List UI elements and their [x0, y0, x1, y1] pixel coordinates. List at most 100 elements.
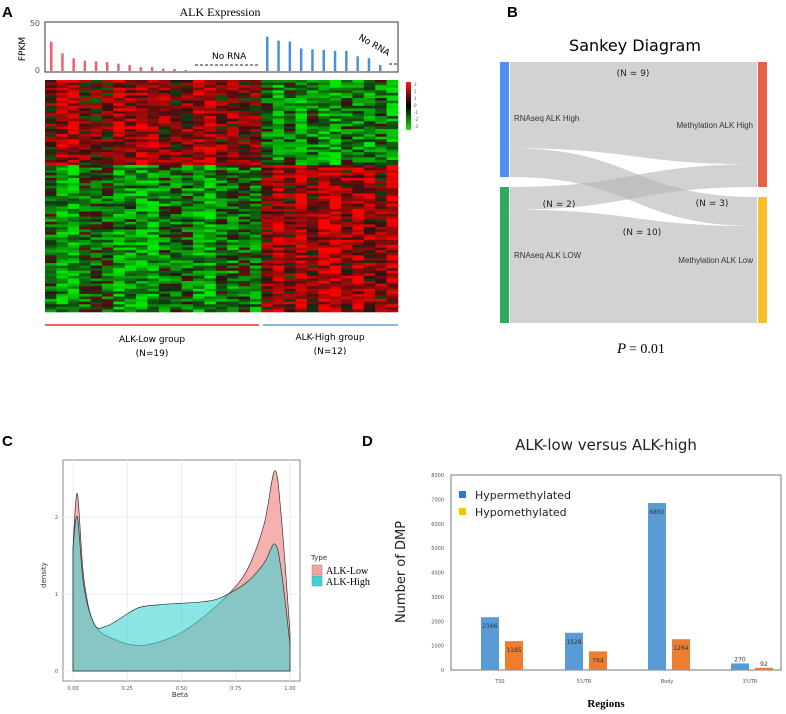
expression-bar-low: [83, 60, 87, 71]
heatmap-cell: [158, 214, 171, 217]
heatmap-cell: [101, 149, 114, 153]
heatmap-cell: [147, 128, 160, 132]
heatmap-cell: [215, 196, 228, 199]
heatmap-cell: [318, 255, 330, 259]
heatmap-cell: [352, 278, 365, 282]
heatmap-cell: [238, 100, 251, 104]
heatmap-cell: [90, 105, 103, 109]
heatmap-cell: [306, 255, 319, 259]
heatmap-cell: [147, 301, 160, 305]
heatmap-cell: [284, 265, 296, 269]
heatmap-cell: [272, 170, 285, 174]
heatmap-cell: [272, 265, 285, 269]
heatmap-cell: [306, 85, 319, 89]
heatmap-cell: [158, 80, 171, 83]
heatmap-cell: [67, 304, 80, 308]
heatmap-cell: [261, 257, 274, 261]
heatmap-cell: [386, 273, 399, 277]
heatmap-cell: [204, 87, 217, 91]
heatmap-cell: [113, 180, 126, 184]
heatmap-cell: [295, 177, 308, 181]
heatmap-cell: [56, 196, 69, 199]
heatmap-cell: [204, 121, 217, 125]
heatmap-cell: [329, 118, 342, 122]
heatmap-cell: [158, 121, 171, 125]
heatmap-cell: [45, 208, 57, 212]
heatmap-cell: [375, 288, 387, 292]
heatmap-cell: [386, 147, 399, 150]
heatmap-cell: [90, 177, 103, 181]
heatmap-cell: [56, 185, 69, 189]
heatmap-cell: [45, 242, 57, 246]
heatmap-cell: [295, 172, 308, 176]
heatmap-cell: [79, 128, 91, 132]
heatmap-cell: [295, 283, 308, 287]
heatmap-cell: [341, 201, 353, 205]
heatmap-cell: [306, 239, 319, 243]
heatmap-cell: [147, 87, 160, 91]
heatmap-cell: [238, 196, 251, 199]
heatmap-cell: [352, 165, 365, 168]
heatmap-cell: [67, 85, 80, 89]
heatmap-cell: [329, 219, 342, 223]
heatmap-cell: [67, 95, 80, 99]
heatmap-cell: [386, 247, 399, 251]
heatmap-cell: [158, 286, 171, 290]
heatmap-cell: [181, 275, 194, 279]
heatmap-cell: [124, 110, 137, 114]
heatmap-cell: [101, 293, 114, 297]
heatmap-cell: [181, 162, 194, 166]
heatmap-cell: [227, 278, 239, 282]
heatmap-cell: [204, 108, 217, 112]
heatmap-cell: [375, 283, 387, 287]
heatmap-cell: [238, 242, 251, 246]
heatmap-cell: [363, 198, 376, 202]
sankey-link-low-high: [510, 164, 757, 210]
heatmap-cell: [272, 193, 285, 197]
heatmap-cell: [329, 170, 342, 174]
heatmap-cell: [318, 159, 330, 163]
heatmap-cell: [363, 105, 376, 109]
heatmap-cell: [363, 232, 376, 235]
heatmap-cell: [261, 270, 274, 274]
heatmap-cell: [363, 203, 376, 207]
heatmap-cell: [295, 170, 308, 174]
heatmap-cell: [204, 103, 217, 107]
heatmap-cell: [67, 188, 80, 192]
heatmap-cell: [204, 226, 217, 230]
heatmap-cell: [215, 211, 228, 215]
heatmap-cell: [249, 128, 262, 132]
heatmap-cell: [363, 136, 376, 140]
heatmap-cell: [363, 216, 376, 220]
heatmap-cell: [193, 288, 205, 292]
heatmap-cell: [113, 90, 126, 94]
heatmap-cell: [249, 162, 262, 166]
heatmap-cell: [386, 92, 399, 96]
heatmap-cell: [295, 154, 308, 158]
heatmap-cell: [181, 170, 194, 174]
heatmap-cell: [147, 291, 160, 295]
heatmap-cell: [238, 260, 251, 264]
heatmap-cell: [306, 123, 319, 127]
heatmap-cell: [181, 281, 194, 284]
sankey-node-label-left: RNAseq ALK LOW: [514, 251, 582, 260]
heatmap-cell: [79, 152, 91, 156]
heatmap-cell: [352, 306, 365, 310]
heatmap-cell: [204, 157, 217, 161]
heatmap-cell: [295, 80, 308, 83]
heatmap-cell: [341, 296, 353, 300]
heatmap-cell: [136, 144, 148, 148]
legend-swatch-alk-low: [311, 564, 323, 576]
heatmap-cell: [90, 185, 103, 189]
heatmap-cell: [329, 257, 342, 261]
heatmap-cell: [113, 255, 126, 259]
legend-label-alk-low: ALK-Low: [326, 566, 369, 577]
heatmap-cell: [193, 273, 205, 277]
heatmap-cell: [113, 257, 126, 261]
heatmap-cell: [363, 226, 376, 230]
heatmap-cell: [101, 180, 114, 184]
heatmap-cell: [124, 183, 137, 186]
heatmap-cell: [341, 80, 353, 83]
heatmap-cell: [181, 255, 194, 259]
